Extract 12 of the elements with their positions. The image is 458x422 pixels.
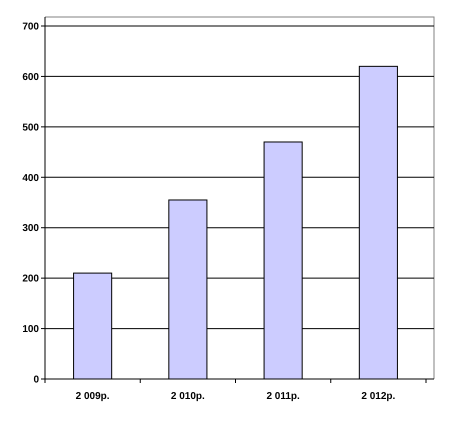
y-tick-label: 300 [22,223,40,234]
x-tick-label: 2 012р. [361,391,396,402]
y-tick-label: 500 [22,122,40,134]
y-tick-label: 0 [33,374,40,386]
y-tick-label: 600 [22,72,40,83]
x-tick-label: 2 009р. [76,391,110,402]
y-tick-label: 200 [22,274,40,285]
y-tick-label: 100 [22,324,40,336]
y-tick-label: 400 [22,172,40,184]
y-tick-label: 700 [22,22,40,32]
x-tick-label: 2 010р. [170,391,206,402]
x-tick-label: 2 011р. [266,391,300,402]
